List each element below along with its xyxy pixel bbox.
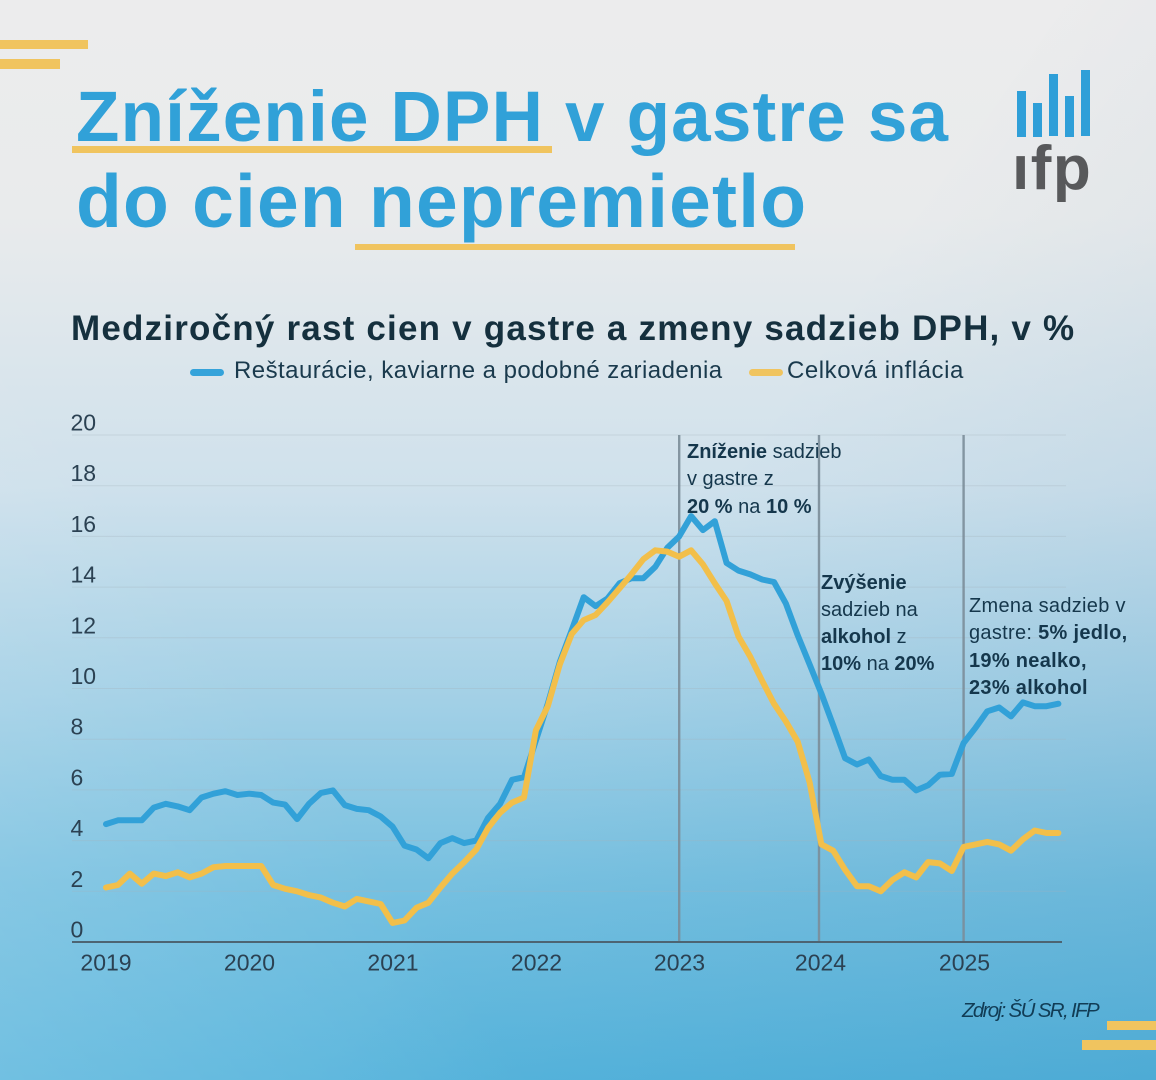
svg-text:16: 16 <box>71 511 97 537</box>
svg-text:8: 8 <box>71 714 84 740</box>
svg-text:2: 2 <box>71 866 84 892</box>
svg-text:12: 12 <box>71 612 97 638</box>
svg-text:20: 20 <box>71 410 97 436</box>
svg-text:2024: 2024 <box>795 949 846 975</box>
svg-text:2021: 2021 <box>367 949 418 975</box>
svg-text:6: 6 <box>71 764 84 790</box>
svg-text:2019: 2019 <box>80 949 131 975</box>
svg-text:2020: 2020 <box>224 949 275 975</box>
svg-text:18: 18 <box>71 460 97 486</box>
svg-text:14: 14 <box>71 562 97 588</box>
svg-text:4: 4 <box>71 815 84 841</box>
svg-text:10: 10 <box>71 663 97 689</box>
svg-text:2023: 2023 <box>654 949 705 975</box>
svg-text:2022: 2022 <box>511 949 562 975</box>
svg-text:2025: 2025 <box>939 949 990 975</box>
svg-text:0: 0 <box>71 917 84 943</box>
